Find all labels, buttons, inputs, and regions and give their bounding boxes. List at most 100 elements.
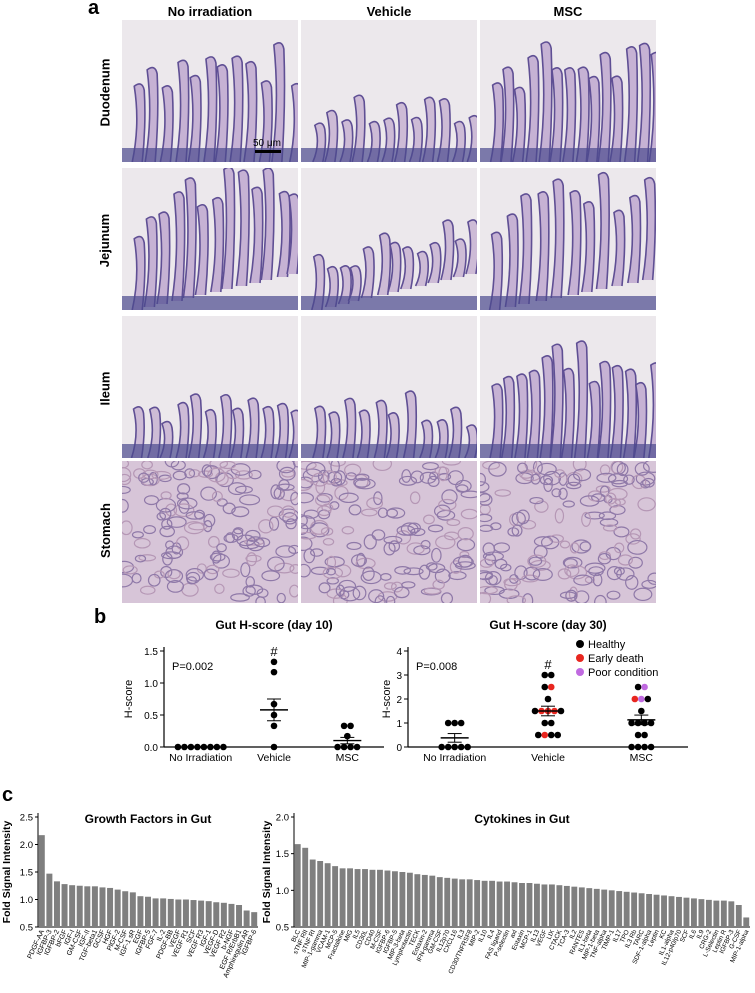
gland-shape — [278, 466, 296, 481]
gland-shape — [211, 490, 223, 502]
gland-shape — [301, 492, 314, 504]
gland-shape — [422, 462, 439, 471]
legend-marker — [576, 668, 584, 676]
data-point — [220, 743, 227, 751]
gland-shape — [427, 475, 440, 488]
x-category-label: No Irradiation — [423, 752, 486, 764]
data-point — [340, 743, 348, 751]
villus-shape — [648, 51, 656, 162]
gland-shape — [172, 470, 187, 481]
gland-shape — [311, 472, 329, 487]
gland-shape — [528, 556, 543, 566]
gland-shape — [480, 481, 490, 493]
gland-shape — [460, 508, 477, 520]
gland-shape — [339, 586, 361, 602]
gland-shape — [602, 524, 618, 532]
gland-shape — [628, 556, 643, 569]
data-point — [641, 719, 648, 727]
x-category-label: MSC — [336, 752, 360, 764]
tissue-illustration — [480, 461, 656, 603]
villus-shape — [562, 67, 577, 162]
gland-shape — [484, 585, 505, 596]
bar — [84, 886, 91, 927]
bar — [586, 888, 593, 927]
gland-shape — [572, 461, 587, 472]
gland-shape — [361, 508, 378, 517]
gland-shape — [165, 540, 175, 550]
gland-shape — [569, 542, 580, 554]
y-tick-label: 3 — [396, 671, 402, 682]
bar — [175, 899, 182, 927]
villus-shape — [175, 59, 190, 162]
villus-shape — [549, 343, 564, 458]
gland-shape — [410, 470, 424, 484]
data-point — [174, 743, 182, 751]
gland-shape — [159, 507, 172, 520]
gland-shape — [309, 522, 330, 538]
gland-shape — [170, 461, 186, 471]
villus-shape — [245, 397, 260, 458]
mucosa-band — [301, 444, 477, 458]
y-tick-label: 0 — [396, 743, 402, 754]
row-header-ileum: Ileum — [97, 371, 113, 405]
gland-shape — [596, 472, 617, 483]
histology-image-duodenum-no-irradiation — [122, 20, 298, 162]
row-header-stomach: Stomach — [97, 502, 113, 558]
gland-shape — [216, 543, 227, 553]
mucosa-band — [122, 444, 298, 458]
bar — [601, 889, 608, 927]
gland-shape — [423, 514, 435, 525]
gland-shape — [258, 519, 274, 534]
data-point — [270, 658, 278, 666]
bar — [556, 885, 563, 927]
y-tick-label: 0.0 — [144, 743, 158, 754]
gland-shape — [288, 544, 298, 554]
x-category-label: BLC — [290, 929, 302, 944]
gland-shape — [139, 585, 156, 595]
villus-shape — [288, 82, 298, 162]
histology-image-jejunum-no-irradiation — [122, 168, 298, 310]
gland-shape — [446, 518, 461, 527]
bar — [122, 891, 129, 927]
data-point — [541, 731, 549, 739]
bar — [436, 877, 443, 927]
gland-shape — [176, 497, 198, 510]
bar — [324, 863, 331, 927]
gland-shape — [635, 471, 656, 486]
villus-shape — [488, 231, 504, 310]
gland-shape — [338, 579, 357, 593]
y-tick-label: 2.0 — [276, 813, 289, 824]
gland-shape — [143, 524, 157, 535]
y-tick-label: 2.0 — [20, 840, 33, 851]
gland-shape — [395, 530, 412, 545]
x-category-label: IL6 — [688, 929, 698, 940]
data-point — [628, 743, 635, 751]
gland-shape — [200, 486, 217, 501]
data-point — [270, 668, 278, 676]
villus-shape — [500, 66, 515, 162]
gland-shape — [122, 498, 129, 513]
bar — [251, 912, 258, 927]
x-category-label: IL2 — [568, 929, 578, 940]
tissue-illustration — [301, 20, 477, 162]
gland-shape — [245, 554, 262, 563]
bar — [347, 868, 354, 927]
data-point — [547, 731, 555, 739]
gland-shape — [360, 570, 382, 585]
gland-shape — [480, 472, 486, 487]
gland-shape — [289, 563, 298, 574]
gland-shape — [194, 509, 206, 520]
gland-shape — [554, 508, 565, 524]
data-point — [544, 695, 552, 703]
histology-image-stomach-msc — [480, 461, 656, 603]
gland-shape — [246, 552, 258, 567]
bar — [720, 900, 727, 927]
gland-shape — [435, 535, 456, 550]
x-category-label: Vehicle — [531, 752, 565, 764]
x-category-label: SCF — [679, 929, 691, 944]
villus-shape — [171, 191, 186, 302]
gland-shape — [239, 494, 261, 506]
gland-shape — [448, 571, 467, 581]
legend-label: Early death — [588, 653, 644, 665]
gland-shape — [616, 567, 635, 581]
